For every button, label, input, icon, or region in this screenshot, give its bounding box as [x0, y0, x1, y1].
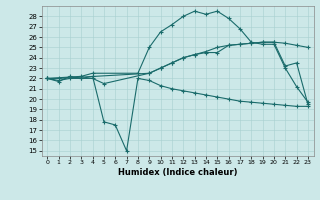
X-axis label: Humidex (Indice chaleur): Humidex (Indice chaleur)	[118, 168, 237, 177]
